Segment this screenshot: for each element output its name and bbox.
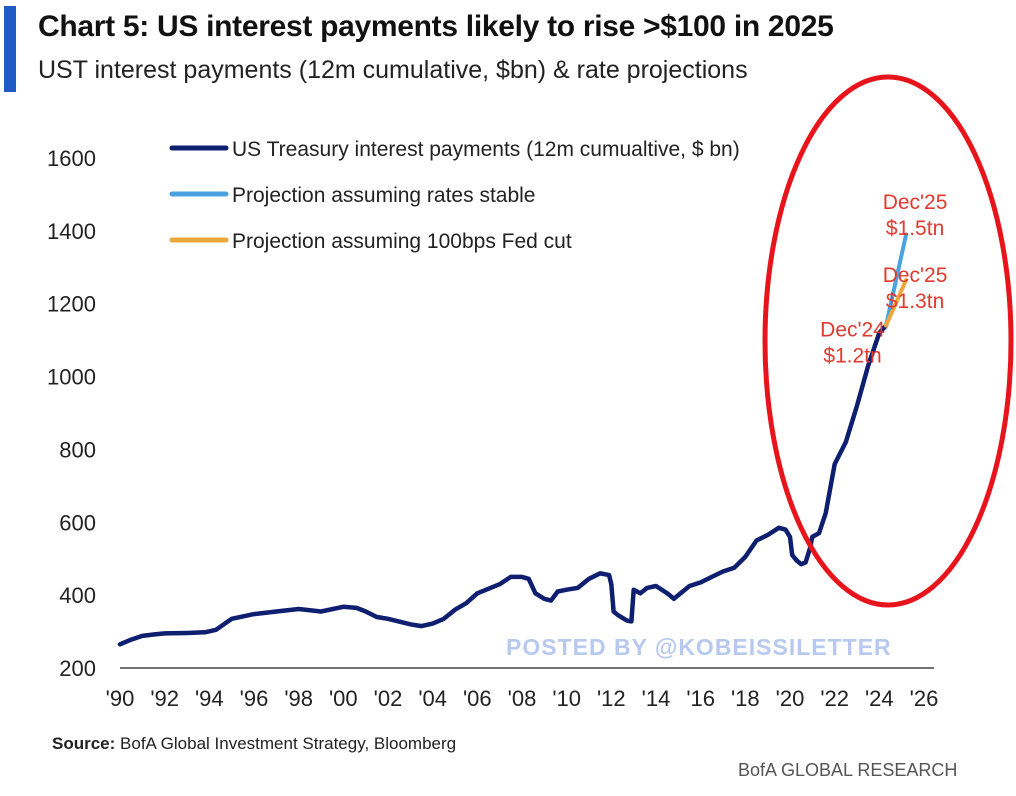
y-tick-label: 1200 — [47, 292, 96, 317]
annotation-label-line1: Dec'24 — [820, 319, 885, 342]
series-line-1 — [884, 232, 909, 328]
highlight-ellipse — [762, 74, 1014, 608]
legend-label: Projection assuming 100bps Fed cut — [232, 230, 572, 253]
y-tick-label: 800 — [59, 437, 96, 462]
x-tick-label: '22 — [820, 686, 849, 711]
chart-subtitle: UST interest payments (12m cumulative, $… — [38, 56, 748, 84]
chart-title: Chart 5: US interest payments likely to … — [38, 10, 834, 43]
annotation-label-line1: Dec'25 — [883, 191, 948, 214]
title-accent-bar — [4, 6, 16, 92]
source-text: BofA Global Investment Strategy, Bloombe… — [115, 734, 457, 753]
legend-label: Projection assuming rates stable — [232, 184, 536, 207]
x-tick-label: '14 — [642, 686, 671, 711]
watermark: POSTED BY @KOBEISSILETTER — [506, 634, 892, 660]
y-tick-label: 1000 — [47, 365, 96, 390]
series-layer — [117, 232, 909, 647]
x-tick-label: '24 — [865, 686, 894, 711]
x-tick-label: '26 — [910, 686, 939, 711]
x-tick-label: '94 — [195, 686, 224, 711]
annotation-label-line2: $1.5tn — [886, 217, 944, 240]
y-tick-label: 1400 — [47, 219, 96, 244]
source-note: Source: BofA Global Investment Strategy,… — [52, 734, 456, 754]
x-axis: '90 '92 '94 '96 '98 '00 '02 '04 '06 '08 '10 '12 '14 '… — [106, 667, 939, 711]
x-tick-label: '00 — [329, 686, 358, 711]
x-tick-label: '16 — [686, 686, 715, 711]
x-tick-label: '96 — [240, 686, 269, 711]
x-tick-label: '06 — [463, 686, 492, 711]
x-tick-label: '10 — [552, 686, 581, 711]
y-tick-label: 200 — [59, 656, 96, 681]
x-tick-label: '92 — [150, 686, 179, 711]
source-label: Source: — [52, 734, 116, 753]
x-tick-label: '02 — [374, 686, 403, 711]
x-tick-label: '20 — [776, 686, 805, 711]
series-line-2 — [884, 278, 909, 328]
x-tick-label: '98 — [284, 686, 313, 711]
brand-footer: BofA GLOBAL RESEARCH — [738, 760, 958, 780]
annotation-label-line2: $1.2tn — [823, 345, 881, 368]
legend-label: US Treasury interest payments (12m cumua… — [232, 138, 740, 161]
series-line-0 — [117, 323, 889, 647]
x-tick-label: '90 — [106, 686, 135, 711]
y-tick-label: 1600 — [47, 146, 96, 171]
x-tick-label: '12 — [597, 686, 626, 711]
annotation-label-line1: Dec'25 — [883, 264, 948, 287]
legend: US Treasury interest payments (12m cumua… — [169, 138, 740, 253]
y-tick-label: 400 — [59, 583, 96, 608]
annotation-label-line2: $1.3tn — [886, 290, 944, 313]
x-tick-label: '18 — [731, 686, 760, 711]
y-tick-label: 600 — [59, 510, 96, 535]
y-axis: 200 400 600 800 1000 1200 1400 1600 — [47, 146, 96, 681]
x-tick-label: '04 — [418, 686, 447, 711]
x-tick-label: '08 — [508, 686, 537, 711]
